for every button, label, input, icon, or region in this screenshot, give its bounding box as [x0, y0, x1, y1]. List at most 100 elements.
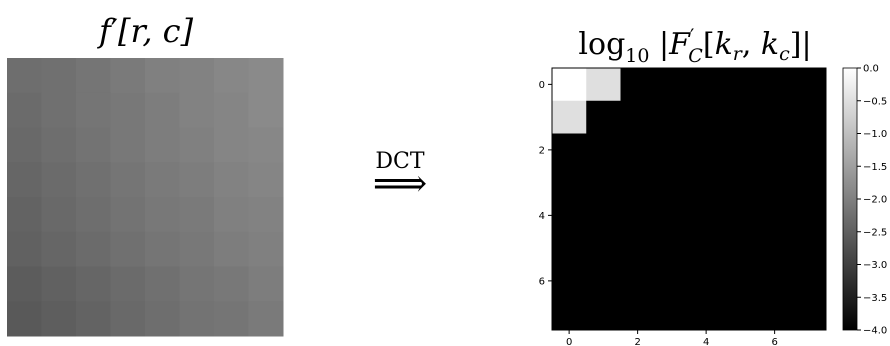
heatmap-cell	[620, 199, 656, 233]
heatmap-cell	[723, 133, 758, 167]
left-pixel	[145, 266, 180, 302]
left-pixel	[248, 127, 284, 163]
heatmap-cell	[723, 231, 758, 265]
left-pixel	[214, 301, 249, 337]
right-title: log10 |F′ C[kr, kc]|	[578, 25, 811, 67]
left-pixel	[7, 162, 42, 198]
left-title-prime: ′	[111, 12, 118, 50]
right-axes: 0 2 4 6 0 2 4 6	[539, 67, 827, 346]
left-pixel	[7, 231, 42, 267]
left-pixel	[145, 92, 180, 128]
heatmap-cell	[552, 297, 587, 331]
left-pixel	[214, 92, 249, 128]
arrow-label: DCT	[375, 149, 424, 174]
colorbar-tick-label: 0.0	[863, 64, 879, 75]
heatmap-cell	[654, 68, 690, 102]
y-tick-label: 2	[539, 145, 545, 156]
left-pixel	[110, 58, 146, 94]
left-pixel	[76, 92, 111, 128]
left-pixel	[248, 231, 284, 267]
heatmap-cell	[586, 68, 621, 102]
colorbar-tick-label: −3.5	[863, 293, 887, 304]
heatmap-cell	[689, 166, 724, 200]
colorbar-gradient	[842, 67, 858, 331]
heatmap-cell	[791, 68, 827, 102]
heatmap-cell	[791, 100, 827, 134]
left-pixel	[214, 127, 249, 163]
left-pixel	[41, 231, 77, 267]
left-pixel	[7, 197, 42, 233]
left-pixel	[179, 162, 215, 198]
heatmap-cell	[586, 133, 621, 167]
left-pixel	[214, 197, 249, 233]
heatmap-cell	[552, 133, 587, 167]
heatmap-cell	[620, 68, 656, 102]
heatmap-cell	[757, 133, 793, 167]
colorbar-tick-label: −3.0	[863, 260, 887, 271]
x-tick-label: 2	[634, 337, 640, 346]
colorbar-tick-label: −4.0	[863, 326, 887, 337]
right-title-comma: ,	[742, 27, 761, 62]
left-pixel	[248, 58, 284, 94]
left-pixel	[110, 301, 146, 337]
heatmap-cell	[552, 166, 587, 200]
heatmap-frame	[551, 67, 827, 331]
heatmap-cell	[791, 264, 827, 298]
left-pixel	[76, 266, 111, 302]
left-pixel	[110, 127, 146, 163]
left-pixel	[110, 266, 146, 302]
left-title: f′[r, c]	[97, 12, 194, 50]
heatmap-cell	[654, 133, 690, 167]
left-pixel	[7, 92, 42, 128]
left-pixel	[41, 266, 77, 302]
arrow-icon: ⟹	[373, 161, 427, 205]
heatmap-cell	[723, 264, 758, 298]
heatmap-cell	[586, 231, 621, 265]
heatmap-cell	[620, 100, 656, 134]
left-pixel	[76, 127, 111, 163]
heatmap-cell	[757, 199, 793, 233]
left-pixel	[214, 231, 249, 267]
heatmap-cell	[689, 264, 724, 298]
left-pixel	[110, 92, 146, 128]
heatmap-cell	[689, 133, 724, 167]
heatmap-cell	[689, 199, 724, 233]
left-pixel	[41, 197, 77, 233]
left-pixel	[179, 58, 215, 94]
x-tick-label: 6	[771, 337, 777, 346]
heatmap-cell	[620, 297, 656, 331]
left-pixel	[248, 197, 284, 233]
heatmap-cell	[654, 264, 690, 298]
right-title-k1sub: r	[733, 43, 744, 65]
left-pixel	[41, 301, 77, 337]
left-pixel	[145, 231, 180, 267]
left-pixel	[214, 58, 249, 94]
heatmap-cell	[723, 297, 758, 331]
right-title-F: F	[668, 27, 691, 62]
heatmap-cell	[552, 100, 587, 134]
heatmap-cell	[723, 68, 758, 102]
x-tick-label: 4	[703, 337, 709, 346]
right-title-close: ]|	[790, 27, 812, 62]
left-pixel	[214, 266, 249, 302]
left-pixel	[145, 301, 180, 337]
left-pixel	[76, 58, 111, 94]
left-image	[7, 58, 284, 337]
left-pixel	[76, 162, 111, 198]
heatmap-cell	[654, 231, 690, 265]
heatmap-cell	[689, 68, 724, 102]
right-heatmap	[552, 68, 827, 331]
heatmap-cell	[791, 133, 827, 167]
left-pixel	[145, 58, 180, 94]
left-pixel	[179, 231, 215, 267]
left-pixel	[41, 58, 77, 94]
left-pixel	[145, 197, 180, 233]
right-title-log: log	[578, 27, 625, 62]
heatmap-cell	[552, 199, 587, 233]
left-pixel	[76, 231, 111, 267]
right-title-prime: ′	[690, 25, 694, 47]
heatmap-cell	[654, 100, 690, 134]
heatmap-cell	[620, 231, 656, 265]
heatmap-cell	[552, 231, 587, 265]
